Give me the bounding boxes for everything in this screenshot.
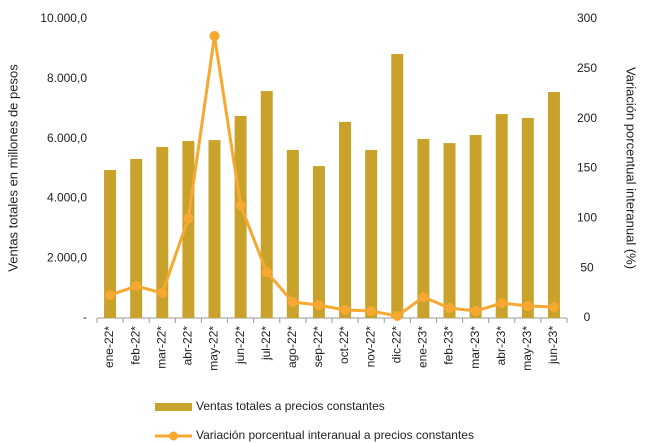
x-tick-label: feb-22* — [128, 326, 142, 365]
y-tick-label: 8.000,0 — [47, 71, 87, 85]
x-tick-label: jun-23* — [546, 326, 560, 365]
x-tick-label: feb-23* — [442, 326, 456, 365]
legend-swatch — [155, 403, 192, 411]
point — [418, 292, 429, 303]
y2-tick-label: 100 — [577, 211, 597, 225]
point — [105, 290, 116, 301]
point — [261, 267, 272, 278]
bar — [156, 146, 169, 318]
point — [131, 281, 142, 292]
bar — [234, 115, 247, 318]
line — [109, 34, 555, 318]
y-tick-label: 4.000,0 — [47, 191, 87, 205]
x-tick-label: nov-22* — [363, 326, 377, 368]
y-tick-label: 6.000,0 — [47, 131, 87, 145]
point — [209, 30, 220, 41]
x-tick-label: oct-22* — [337, 326, 351, 364]
point — [183, 213, 194, 224]
x-tick-label: may-22* — [207, 326, 221, 371]
x-tick-label: ago-22* — [285, 326, 299, 368]
point — [235, 200, 246, 211]
y-tick-label: 2.000,0 — [47, 250, 87, 264]
bar — [417, 138, 430, 318]
bar — [182, 140, 195, 318]
bar — [260, 91, 273, 319]
x-tick-label: ene-22* — [102, 326, 116, 368]
y-tick-label: 10.000,0 — [40, 11, 87, 25]
bar — [469, 135, 482, 318]
y2-tick-label: 0 — [584, 310, 591, 324]
x-tick-label: ene-23* — [416, 326, 430, 368]
point — [366, 306, 377, 317]
point — [496, 298, 507, 309]
point — [548, 302, 559, 313]
bar — [495, 114, 508, 318]
bar — [365, 149, 378, 318]
legend-swatch — [169, 431, 178, 441]
point — [313, 300, 324, 311]
y-tick-label: - — [83, 310, 87, 324]
x-tick-label: dic-22* — [389, 326, 403, 364]
y2-axis-title: Variación porcentual interanual (%) — [624, 67, 639, 269]
x-tick-label: may-23* — [520, 326, 534, 371]
bar — [339, 121, 352, 318]
point — [470, 306, 481, 317]
bar — [104, 169, 117, 318]
bar — [312, 166, 325, 318]
y-axis-title: Ventas totales en millones de pesos — [5, 64, 20, 272]
point — [392, 311, 403, 322]
point — [340, 305, 351, 316]
bar — [521, 117, 534, 319]
x-tick-label: jul-22* — [259, 326, 273, 361]
point — [157, 288, 168, 299]
x-tick-label: mar-23* — [468, 326, 482, 369]
legend-label: Variación porcentual interanual a precio… — [196, 428, 474, 442]
y2-tick-label: 250 — [577, 61, 597, 75]
point — [287, 297, 298, 308]
bar — [208, 140, 221, 318]
bar — [286, 149, 299, 318]
bar — [443, 143, 456, 318]
x-tick-label: jun-22* — [233, 326, 247, 365]
legend-label: Ventas totales a precios constantes — [196, 399, 385, 413]
x-tick-label: abr-23* — [494, 326, 508, 366]
y2-tick-label: 50 — [580, 260, 594, 274]
y2-tick-label: 300 — [577, 11, 597, 25]
x-tick-label: abr-22* — [181, 326, 195, 366]
point — [444, 303, 455, 314]
x-tick-label: mar-22* — [154, 326, 168, 369]
bar — [391, 53, 404, 318]
bar — [130, 158, 143, 318]
x-tick-label: sep-22* — [311, 326, 325, 368]
y2-tick-label: 150 — [577, 161, 597, 175]
y2-tick-label: 200 — [577, 111, 597, 125]
bar — [547, 91, 560, 319]
point — [522, 301, 533, 312]
